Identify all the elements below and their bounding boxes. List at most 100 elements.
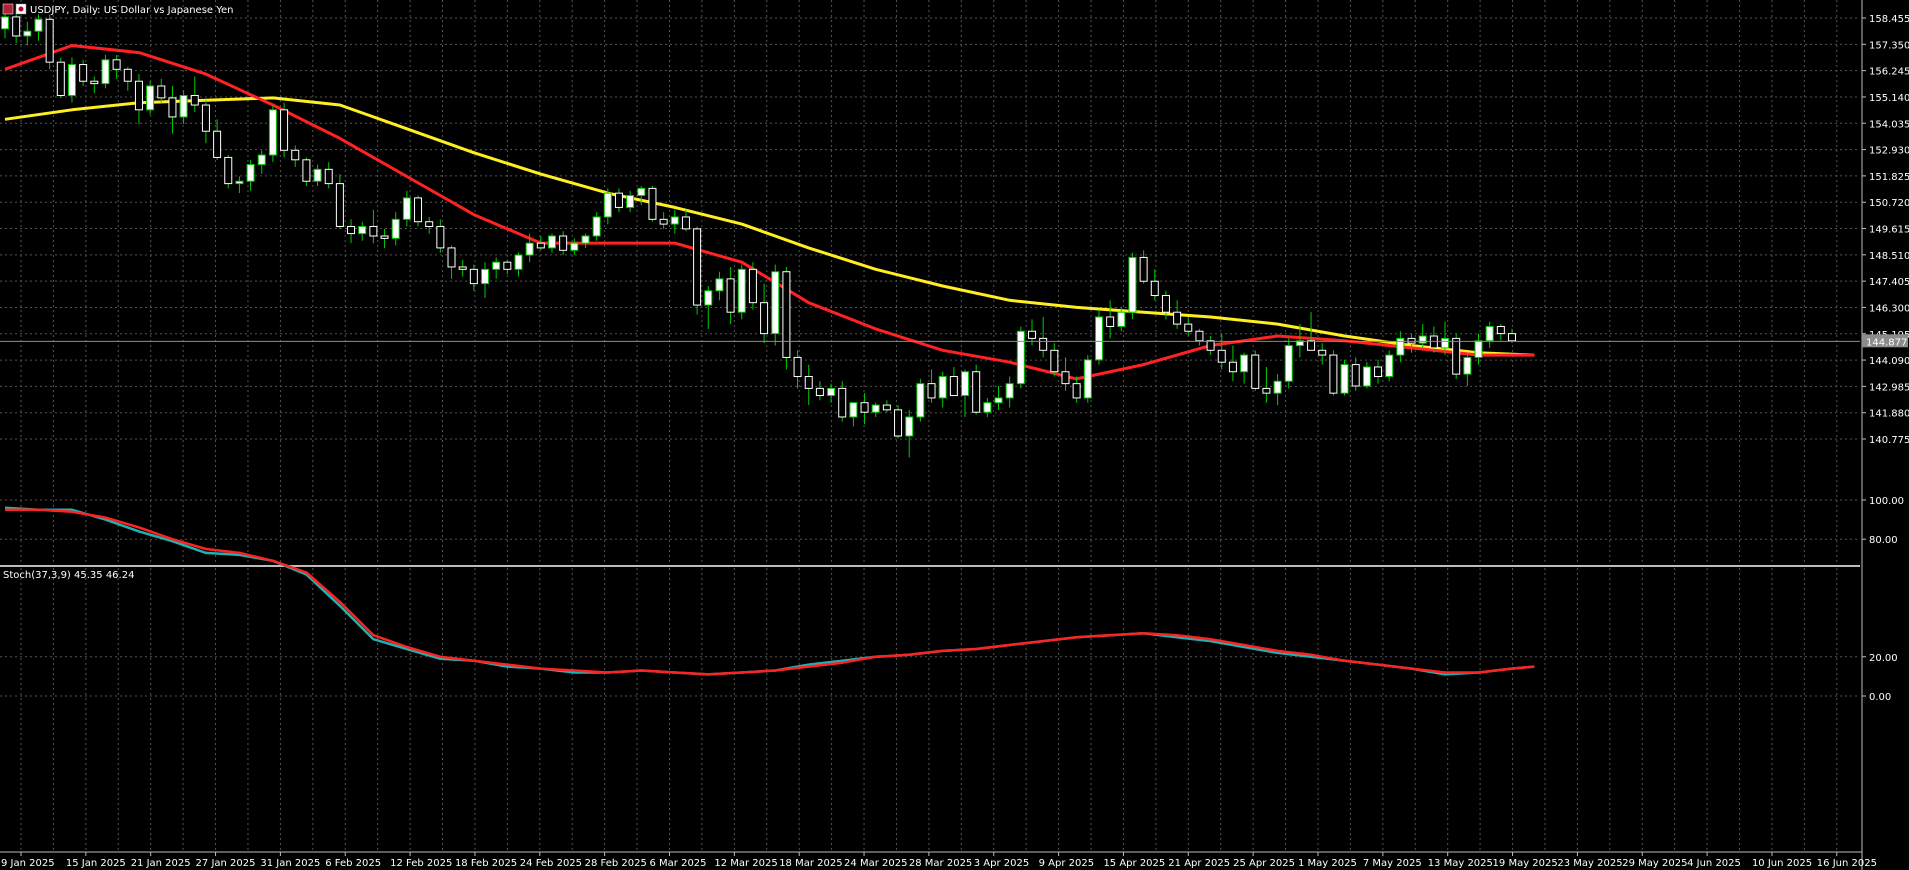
price-tick-label: 141.880	[1869, 409, 1909, 420]
time-axis-labels: 9 Jan 2025 15 Jan 2025 21 Jan 2025 27 Jan 2…	[1, 852, 1877, 869]
candle-body	[56, 61, 65, 97]
stoch-tick-label: 80.00	[1869, 535, 1898, 546]
price-tick-label: 152.930	[1869, 146, 1909, 157]
candle-body	[1206, 340, 1215, 351]
candle-body	[302, 159, 311, 182]
time-tick-label: 18 Mar 2025	[779, 858, 842, 869]
time-tick-label: 6 Feb 2025	[325, 858, 381, 869]
candle-body	[659, 218, 668, 225]
flag-us-icon	[2, 3, 14, 15]
candle-body	[1061, 371, 1070, 385]
candle-body	[815, 387, 824, 397]
candle-body	[1217, 349, 1226, 363]
candle-body	[1005, 383, 1014, 399]
candle-body	[201, 104, 210, 132]
price-tick-label: 150.720	[1869, 198, 1909, 209]
candle-body	[1240, 354, 1249, 373]
candle-body	[1429, 335, 1438, 349]
candle-body	[45, 18, 54, 63]
time-tick-label: 24 Mar 2025	[844, 858, 907, 869]
candle-body	[849, 402, 858, 418]
candle-body	[157, 85, 166, 99]
time-tick-label: 1 May 2025	[1298, 858, 1357, 869]
ma-lines	[4, 44, 1535, 381]
candle-body	[1351, 364, 1360, 387]
candle-body	[447, 247, 456, 268]
price-tick-label: 140.775	[1869, 435, 1909, 446]
candle-body	[369, 225, 378, 237]
time-tick-label: 9 Jan 2025	[1, 858, 55, 869]
stoch-tick-label: 20.00	[1869, 653, 1898, 664]
candle-body	[603, 192, 612, 218]
candle-body	[827, 387, 836, 397]
stoch-grid	[0, 499, 1860, 851]
candle-body	[1262, 387, 1271, 394]
candle-body	[1508, 333, 1516, 342]
candle-body	[536, 242, 545, 249]
candle-body	[1228, 361, 1237, 373]
candle-body	[771, 271, 780, 335]
candle-body	[1385, 354, 1394, 377]
candle-body	[414, 197, 423, 223]
candle-body	[1150, 280, 1159, 297]
time-tick-label: 25 Apr 2025	[1233, 858, 1295, 869]
candle-body	[391, 218, 400, 239]
candle-body	[380, 235, 389, 239]
time-tick-label: 12 Feb 2025	[390, 858, 452, 869]
price-tick-label: 155.140	[1869, 93, 1909, 104]
candle-body	[547, 235, 556, 249]
candle-body	[213, 130, 222, 158]
stoch-tick-label: 100.00	[1869, 496, 1904, 507]
price-tick-label: 154.035	[1869, 119, 1909, 130]
candle-body	[1418, 335, 1427, 344]
chart-header: USDJPY, Daily: US Dollar vs Japanese Yen	[2, 3, 234, 16]
candle-body	[1307, 340, 1316, 351]
candle-body	[1, 16, 9, 30]
candle-body	[961, 371, 970, 397]
candle-body	[949, 375, 958, 397]
price-tick-label: 151.825	[1869, 172, 1909, 183]
time-tick-label: 6 Mar 2025	[650, 858, 707, 869]
stoch-signal-line	[5, 508, 1535, 676]
candle-body	[481, 268, 490, 285]
candle-body	[1161, 295, 1170, 313]
candle-body	[23, 30, 32, 37]
candle-body	[425, 221, 434, 227]
candle-body	[1139, 256, 1148, 282]
candle-body	[257, 154, 266, 166]
candle-body	[1251, 354, 1260, 389]
candle-body	[983, 402, 992, 413]
candle-body	[402, 197, 411, 220]
price-tick-label: 156.245	[1869, 67, 1909, 78]
candle-body	[1329, 354, 1338, 394]
candle-body	[280, 109, 289, 151]
candle-body	[1295, 340, 1304, 347]
candle-body	[1474, 340, 1483, 358]
stoch-main-line	[4, 506, 1535, 676]
candle-body	[246, 164, 255, 182]
candle-body	[146, 85, 155, 111]
time-tick-label: 15 Jan 2025	[66, 858, 126, 869]
candle-body	[1106, 316, 1115, 327]
price-tick-label: 147.405	[1869, 277, 1909, 288]
candle-body	[190, 95, 199, 106]
time-tick-label: 3 Apr 2025	[974, 858, 1029, 869]
candle-body	[637, 187, 646, 197]
candle-body	[458, 266, 467, 270]
candle-body	[1184, 323, 1193, 332]
candle-body	[1016, 330, 1025, 385]
time-tick-label: 16 Jun 2025	[1817, 858, 1877, 869]
candle-body	[179, 95, 188, 118]
candle-body	[90, 80, 99, 85]
candle-body	[1083, 359, 1092, 399]
flag-jp-dot	[18, 6, 24, 12]
candle-body	[525, 242, 534, 256]
main-grid	[0, 0, 1860, 564]
candle-body	[67, 64, 76, 97]
candle-body	[358, 225, 367, 235]
candles	[1, 7, 1516, 458]
time-tick-label: 19 May 2025	[1493, 858, 1558, 869]
time-tick-label: 28 Mar 2025	[909, 858, 972, 869]
candle-body	[1407, 337, 1416, 344]
